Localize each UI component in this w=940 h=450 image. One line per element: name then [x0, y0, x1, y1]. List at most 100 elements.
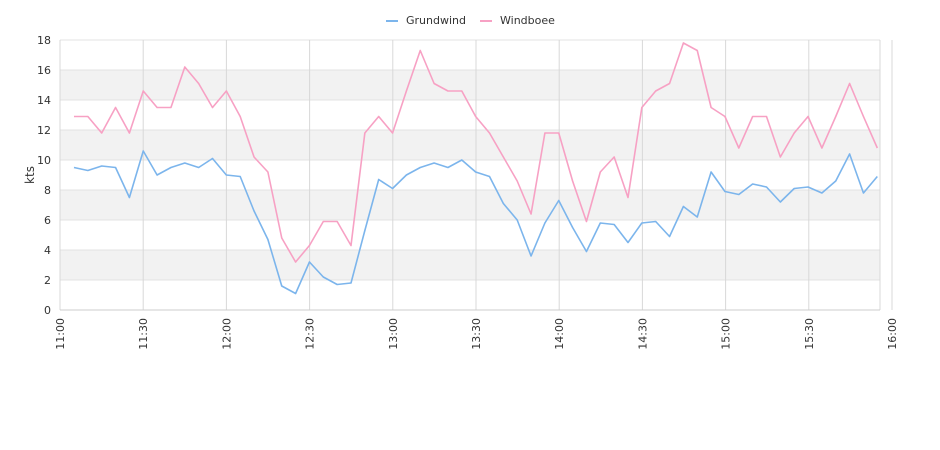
data-point	[668, 235, 671, 238]
data-point	[779, 200, 782, 203]
x-tick-label: 12:00	[220, 318, 233, 350]
data-point	[682, 205, 685, 208]
data-point	[529, 212, 532, 215]
data-point	[128, 196, 131, 199]
data-point	[557, 131, 560, 134]
data-point	[474, 115, 477, 118]
data-point	[654, 220, 657, 223]
legend: Grundwind Windboee	[386, 14, 555, 27]
data-point	[557, 199, 560, 202]
data-point	[543, 131, 546, 134]
data-point	[654, 89, 657, 92]
x-tick-label: 11:30	[137, 318, 150, 350]
data-point	[460, 158, 463, 161]
legend-item-grundwind[interactable]: Grundwind	[386, 14, 466, 27]
data-point	[488, 175, 491, 178]
data-point	[142, 89, 145, 92]
x-tick-label: 13:30	[470, 318, 483, 350]
data-point	[294, 292, 297, 295]
data-point	[252, 155, 255, 158]
data-point	[72, 115, 75, 118]
data-point	[640, 221, 643, 224]
data-point	[252, 209, 255, 212]
legend-item-windboee[interactable]: Windboee	[480, 14, 555, 27]
data-point	[446, 166, 449, 169]
data-point	[156, 106, 159, 109]
data-point	[613, 155, 616, 158]
data-point	[474, 170, 477, 173]
data-point	[696, 215, 699, 218]
data-point	[377, 115, 380, 118]
data-point	[626, 241, 629, 244]
data-point	[640, 106, 643, 109]
data-point	[834, 179, 837, 182]
grid-band	[60, 130, 880, 160]
data-point	[765, 115, 768, 118]
data-point	[806, 115, 809, 118]
y-tick-label: 0	[44, 304, 51, 317]
data-point	[723, 115, 726, 118]
data-point	[308, 260, 311, 263]
data-point	[571, 179, 574, 182]
data-point	[405, 173, 408, 176]
data-point	[779, 155, 782, 158]
data-point	[156, 173, 159, 176]
data-point	[183, 65, 186, 68]
data-point	[100, 164, 103, 167]
data-point	[391, 187, 394, 190]
data-point	[114, 106, 117, 109]
data-point	[502, 202, 505, 205]
y-tick-label: 16	[37, 64, 51, 77]
y-tick-label: 4	[44, 244, 51, 257]
x-tick-label: 14:00	[553, 318, 566, 350]
data-point	[446, 89, 449, 92]
data-point	[225, 173, 228, 176]
y-tick-label: 10	[37, 154, 51, 167]
y-tick-label: 6	[44, 214, 51, 227]
x-tick-label: 15:00	[720, 318, 733, 350]
grid-band	[60, 250, 880, 280]
data-point	[543, 221, 546, 224]
data-point	[516, 218, 519, 221]
data-point	[585, 220, 588, 223]
data-point	[793, 187, 796, 190]
y-axis-label: kts	[23, 166, 37, 184]
data-point	[322, 220, 325, 223]
data-point	[723, 190, 726, 193]
data-point	[211, 106, 214, 109]
data-point	[820, 146, 823, 149]
data-point	[280, 284, 283, 287]
data-point	[626, 196, 629, 199]
data-point	[751, 115, 754, 118]
data-point	[876, 175, 879, 178]
grid-band	[60, 220, 880, 250]
data-point	[114, 166, 117, 169]
grid-band	[60, 160, 880, 190]
data-point	[710, 106, 713, 109]
y-tick-label: 14	[37, 94, 51, 107]
data-point	[751, 182, 754, 185]
data-point	[72, 166, 75, 169]
data-point	[86, 115, 89, 118]
data-point	[765, 185, 768, 188]
data-point	[529, 254, 532, 257]
x-tick-label: 12:30	[304, 318, 317, 350]
data-point	[308, 244, 311, 247]
legend-label: Windboee	[500, 14, 555, 27]
data-point	[266, 238, 269, 241]
x-tick-label: 15:30	[803, 318, 816, 350]
grid-band	[60, 40, 880, 70]
data-point	[183, 161, 186, 164]
data-point	[128, 131, 131, 134]
data-point	[363, 229, 366, 232]
data-point	[363, 131, 366, 134]
x-tick-label: 11:00	[54, 318, 67, 350]
data-point	[862, 191, 865, 194]
data-point	[197, 166, 200, 169]
data-point	[405, 89, 408, 92]
data-point	[516, 179, 519, 182]
data-point	[280, 236, 283, 239]
data-point	[336, 220, 339, 223]
data-point	[806, 185, 809, 188]
data-point	[599, 221, 602, 224]
